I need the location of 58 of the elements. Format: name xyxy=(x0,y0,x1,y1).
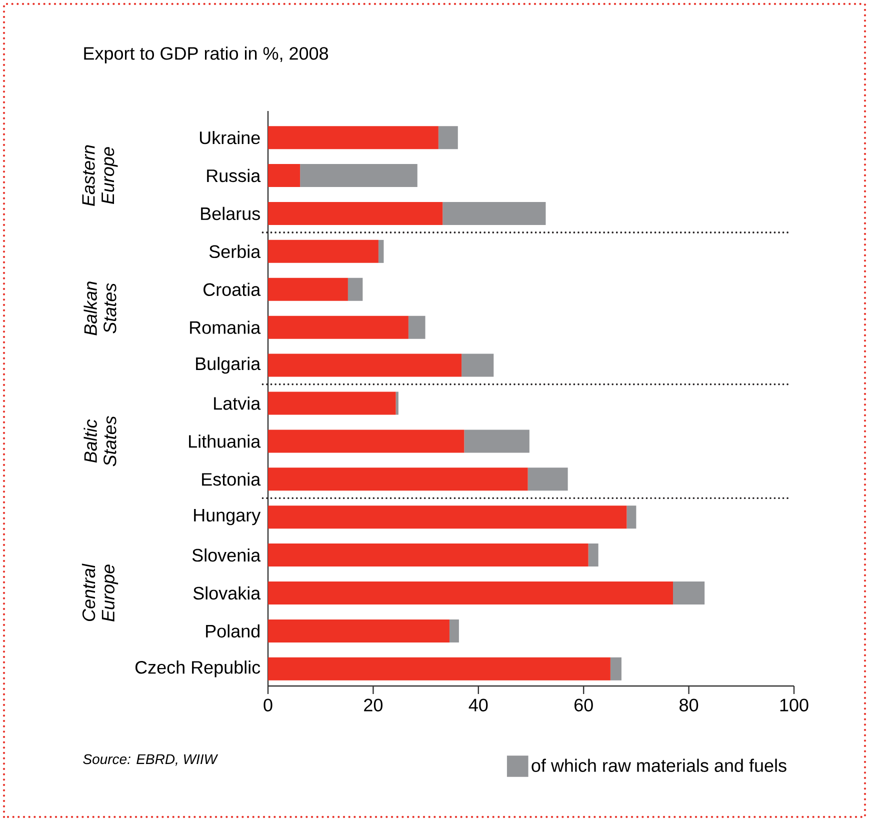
y-tick-label: Ukraine xyxy=(200,130,260,144)
bar xyxy=(268,202,443,225)
x-tick-label: 80 xyxy=(680,698,698,712)
y-tick-label: Slovakia xyxy=(193,586,261,600)
bar xyxy=(626,506,636,529)
bar xyxy=(396,392,398,415)
bar xyxy=(268,126,438,150)
bar xyxy=(268,354,462,377)
bar xyxy=(449,619,459,642)
text: Central Europe xyxy=(82,564,118,622)
x-tick-label: 20 xyxy=(364,698,383,712)
y-tick-label: Russia xyxy=(207,168,261,182)
bar xyxy=(268,582,674,605)
bar xyxy=(268,278,348,301)
source-note: Source: EBRD, WIIW xyxy=(83,754,218,766)
bar xyxy=(442,202,546,225)
bar xyxy=(528,468,568,491)
y-tick-label: Bulgaria xyxy=(196,356,261,374)
x-tick-label: 0 xyxy=(264,698,272,712)
text: Balkan States xyxy=(84,282,116,336)
bar xyxy=(268,430,464,453)
bar xyxy=(588,544,598,567)
bar xyxy=(268,468,528,491)
bar xyxy=(268,506,627,529)
bar xyxy=(348,278,363,301)
legend-label: of which raw materials and fuels xyxy=(532,758,786,772)
bar xyxy=(300,164,418,188)
bar xyxy=(462,354,494,377)
x-tick-label: 60 xyxy=(574,698,593,712)
bar xyxy=(408,316,426,339)
bar xyxy=(464,430,530,453)
y-tick-label: Czech Republic xyxy=(135,660,260,678)
y-tick-label: Poland xyxy=(206,624,260,638)
bar xyxy=(673,582,705,605)
x-tick-label: 40 xyxy=(468,698,488,712)
bar xyxy=(268,240,378,263)
y-tick-label: Belarus xyxy=(201,206,260,220)
text: Eastern Europe xyxy=(82,145,118,206)
bar xyxy=(268,619,450,642)
bar xyxy=(268,164,300,188)
bar xyxy=(268,544,588,567)
x-tick-label: 100 xyxy=(780,698,808,712)
chart-title: Export to GDP ratio in %, 2008 xyxy=(84,46,328,64)
y-tick-label: Lithuania xyxy=(189,434,261,448)
bar xyxy=(268,392,396,415)
y-tick-label: Serbia xyxy=(209,244,261,258)
bar xyxy=(378,240,384,263)
bar xyxy=(438,126,458,150)
bar xyxy=(610,657,622,680)
bar xyxy=(268,657,610,680)
y-tick-label: Hungary xyxy=(194,509,261,526)
text: Baltic States xyxy=(84,416,116,466)
y-tick-label: Croatia xyxy=(204,282,261,296)
y-tick-label: Slovenia xyxy=(192,548,261,562)
y-tick-label: Romania xyxy=(190,320,261,334)
y-tick-label: Estonia xyxy=(202,472,261,486)
y-tick-label: Latvia xyxy=(214,396,261,410)
bar xyxy=(268,316,408,339)
